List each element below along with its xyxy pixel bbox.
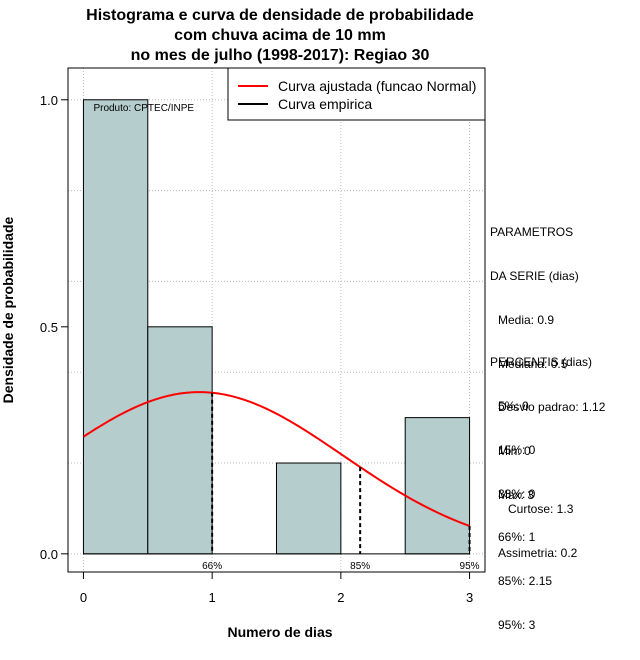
histogram-bar-3 [404, 417, 471, 555]
curtose: Curtose: 1.3 [508, 502, 574, 517]
histogram-bar-0 [82, 99, 149, 555]
percentis-header: PERCENTIS (dias) [490, 355, 593, 370]
percentis-panel: PERCENTIS (dias) 5%: 0 15%: 0 33%: 0 66%… [490, 326, 592, 647]
percentil-66: 66%: 1 [498, 530, 536, 545]
percentil-85: 85%: 2.15 [498, 574, 553, 589]
produto-annotation: Produto: CPTEC/INPE [93, 103, 194, 114]
param-mediana: Mediana: 0.5 [498, 356, 568, 371]
y-tick-label-1: 0.5 [40, 320, 58, 335]
param-min: Min: 0 [498, 444, 531, 459]
legend-label-1: Curva empirica [278, 96, 372, 112]
momentos-panel: Curtose: 1.3 Assimetria: 0.2 [498, 473, 577, 575]
percentil-33: 33%: 0 [498, 486, 536, 501]
x-tick-label-3: 3 [466, 590, 473, 605]
chart-title-line-3: no mes de julho (1998-2017): Regiao 30 [130, 47, 430, 64]
histogram-bar-1 [147, 326, 213, 555]
percentil-15: 15%: 0 [498, 442, 536, 457]
percentile-label-0: 66% [202, 561, 222, 572]
x-tick-label-2: 2 [337, 590, 344, 605]
parametros-panel: PARAMETROS DA SERIE (dias) Media: 0.9 Me… [490, 196, 605, 517]
x-axis-label: Numero de dias [227, 624, 333, 640]
parametros-header-2: DA SERIE (dias) [490, 268, 579, 283]
x-tick-label-0: 0 [80, 590, 87, 605]
param-desvio: Desvio padrao: 1.12 [498, 400, 606, 415]
percentile-label-1: 85% [350, 561, 370, 572]
param-max: Max: 3 [498, 487, 535, 502]
legend-box [227, 67, 486, 121]
parametros-header-1: PARAMETROS [490, 225, 574, 240]
legend-label-0: Curva ajustada (funcao Normal) [278, 78, 476, 94]
y-tick-label-0: 0.0 [40, 547, 58, 562]
histogram-bar-2 [276, 462, 342, 555]
chart-title-line-1: Histograma e curva de densidade de proba… [86, 7, 474, 24]
y-axis-label: Densidade de probabilidade [0, 216, 16, 404]
y-tick-label-2: 1.0 [40, 93, 58, 108]
percentil-5: 5%: 0 [498, 398, 529, 413]
percentile-label-2: 95% [460, 561, 480, 572]
normal-curve [82, 391, 470, 527]
assimetria: Assimetria: 0.2 [498, 545, 578, 560]
x-tick-label-1: 1 [209, 590, 216, 605]
percentil-95: 95%: 3 [498, 617, 536, 632]
chart-title-line-2: com chuva acima de 10 mm [174, 27, 386, 44]
param-media: Media: 0.9 [498, 312, 555, 327]
